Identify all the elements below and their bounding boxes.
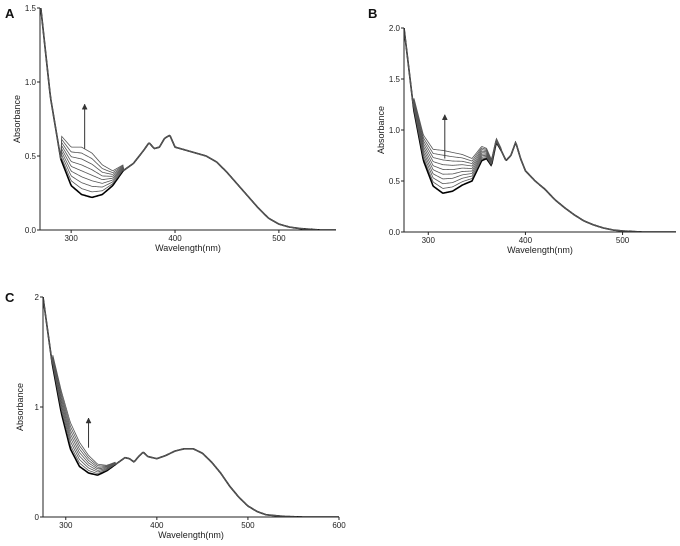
y-tick-label: 0.5 xyxy=(25,152,37,161)
x-tick-label: 400 xyxy=(519,236,533,245)
x-axis-title: Wavelength(nm) xyxy=(158,530,224,540)
x-tick-label: 300 xyxy=(422,236,436,245)
y-tick-label: 0 xyxy=(35,513,40,522)
y-tick-label: 1.0 xyxy=(25,78,37,87)
panel-c: C 300 400 500 600 0 1 2 Wavelength(nm) Absorbance xyxy=(5,290,346,540)
spectrum-curve xyxy=(43,297,339,517)
arrow-head-icon xyxy=(85,417,92,424)
spectrum-curve xyxy=(43,297,339,517)
y-tick-label: 1 xyxy=(35,403,40,412)
spectrum-curve xyxy=(43,297,339,517)
y-tick-label: 0.0 xyxy=(25,226,37,235)
panel-letter: B xyxy=(368,6,377,21)
x-tick-label: 500 xyxy=(616,236,630,245)
curves-group xyxy=(43,297,339,517)
y-axis-title: Absorbance xyxy=(376,106,386,154)
x-tick-label: 300 xyxy=(59,521,73,530)
spectrum-curve xyxy=(43,297,339,517)
x-tick-label: 500 xyxy=(272,234,286,243)
x-tick-label: 400 xyxy=(150,521,164,530)
arrow-head-icon xyxy=(441,114,448,120)
arrow-head-icon xyxy=(81,103,88,110)
x-axis-title: Wavelength(nm) xyxy=(507,245,573,255)
y-axis-title: Absorbance xyxy=(15,383,25,431)
spectrum-curve xyxy=(40,8,336,230)
spectrum-curve xyxy=(43,297,339,517)
panel-letter: C xyxy=(5,290,15,305)
x-tick-label: 500 xyxy=(241,521,255,530)
curves-group xyxy=(40,8,336,230)
y-tick-label: 0.5 xyxy=(389,177,401,186)
spectrum-curve xyxy=(43,297,339,517)
x-tick-label: 300 xyxy=(64,234,78,243)
spectrum-curve xyxy=(43,297,339,517)
spectrum-curve xyxy=(43,297,339,517)
y-tick-label: 0.0 xyxy=(389,228,401,237)
y-tick-label: 1.5 xyxy=(25,4,37,13)
y-tick-label: 1.5 xyxy=(389,75,401,84)
curves-group xyxy=(404,28,676,232)
y-axis-title: Absorbance xyxy=(12,95,22,143)
panel-b: B 300 400 500 0.0 0.5 1.0 1.5 2.0 Wavelength(nm) A… xyxy=(368,6,676,255)
x-axis-title: Wavelength(nm) xyxy=(155,243,221,253)
spectrum-curve xyxy=(404,28,676,232)
y-tick-label: 2.0 xyxy=(389,24,401,33)
panel-a: A 300 400 500 0.0 0.5 1.0 1.5 Wavelength(nm) Abso… xyxy=(5,4,336,253)
x-tick-label: 600 xyxy=(332,521,346,530)
panel-letter: A xyxy=(5,6,15,21)
y-tick-label: 2 xyxy=(35,293,40,302)
y-tick-label: 1.0 xyxy=(389,126,401,135)
x-tick-label: 400 xyxy=(168,234,182,243)
